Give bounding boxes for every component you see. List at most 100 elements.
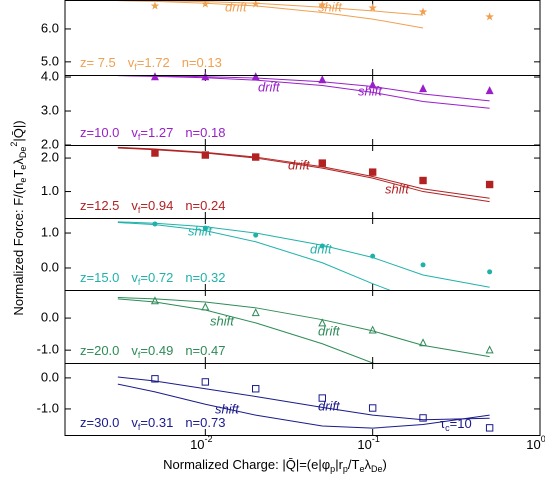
x-label-part: ) [383,457,387,472]
annotation-v-value: =1.72 [137,55,170,70]
point [150,1,160,10]
point [368,3,377,12]
point [487,269,493,275]
y-label-part: Normalized Force: F/(n [11,183,26,316]
panel [117,297,490,363]
point [318,159,326,167]
annotation-z: z=15.0 [80,270,119,285]
point [485,424,494,432]
point [318,75,327,84]
annotation-v-value: =0.94 [140,198,173,213]
curve [117,146,490,199]
point [251,72,260,81]
annotation-v-value: =0.72 [140,270,173,285]
y-label-part: 2 [9,142,19,147]
annotation-z: z=20.0 [80,343,119,358]
annotation-v: v [131,270,138,285]
point [420,262,426,268]
panel-annotation: z=30.0 vf=0.31 n=0.73 [80,415,225,432]
annotation-v-sub: f [138,422,141,432]
panel-annotation: z=20.0 vf=0.49 n=0.47 [80,343,225,360]
annotation-v-value: =1.27 [140,125,173,140]
curve-label: drift [288,157,311,172]
panel-annotation: z=15.0 vf=0.72 n=0.32 [80,270,225,287]
annotation-n: n=0.24 [185,198,225,213]
y-label-part: T [11,170,26,178]
annotation-v: v [131,198,138,213]
curve [117,298,375,363]
annotation-v: v [131,343,138,358]
panel-frame [64,363,541,436]
annotation-v: v [131,415,138,430]
curve-label: drift [318,323,341,338]
x-label-part: p [343,464,348,474]
y-label-part: De [18,147,28,159]
x-tick-base: 10 [526,437,540,452]
annotation-n: n=0.73 [185,415,225,430]
x-label-part: p [330,464,335,474]
annotation-v-sub: f [138,277,141,287]
annotation-z: z=30.0 [80,415,119,430]
x-tick-label: 10-1 [357,434,379,452]
curve [117,147,490,203]
point [318,394,326,402]
point [202,225,208,231]
curve-label: drift [258,79,281,94]
annotation-n: n=0.18 [185,125,225,140]
y-tick-label: 1.0 [41,224,59,239]
x-tick-base: 10 [190,437,204,452]
y-tick-label: 2.0 [41,149,59,164]
curve [117,222,391,290]
annotation-v-value: =0.49 [140,343,173,358]
curve-label: shift [385,181,410,196]
point [368,325,377,334]
point [152,221,158,227]
curve [117,75,490,102]
x-tick-label: 10-2 [190,434,212,452]
y-tick-label: 6.0 [41,20,59,35]
point [419,84,428,93]
point [419,338,428,347]
x-label-part: De [371,464,383,474]
x-tick-exponent: 0 [541,434,545,444]
annotation-v-value: =0.31 [140,415,173,430]
panel [117,0,424,29]
x-tick-label: 100 [526,434,545,452]
curve-label: drift [318,398,341,413]
annotation-z: z=12.5 [80,198,119,213]
point [201,151,210,159]
annotation-v: v [128,55,135,70]
point [318,0,327,9]
y-tick-label: 0.0 [41,259,59,274]
y-tick-label: 3.0 [41,102,59,117]
point [251,0,260,8]
point [485,180,494,189]
y-tick-label: -1.0 [37,400,59,415]
point [418,7,428,16]
panel [117,376,490,429]
annotation-v: v [131,125,138,140]
curve-label: drift [310,241,333,256]
panel-annotation: z= 7.5 vf=1.72 n=0.13 [80,55,222,72]
curve-label: shift [215,401,240,416]
annotation-n: n=0.32 [185,270,225,285]
curve [117,376,490,421]
point [485,12,494,21]
point [485,86,494,95]
y-label-part: e [18,178,28,183]
annotation-v-sub: f [138,205,141,215]
curve-label: shift [188,223,213,238]
point [151,149,159,157]
y-tick-label: -1.0 [37,342,59,357]
point [201,0,210,8]
y-tick-label: 5.0 [41,53,59,68]
curve [117,297,490,358]
point [201,378,210,386]
panel [117,75,490,109]
x-label-part: |r [335,457,343,472]
curve [117,383,490,429]
point [252,385,260,393]
panel-annotation: z=10.0 vf=1.27 n=0.18 [80,125,225,142]
tau-sub: c [445,423,450,433]
point [201,72,210,81]
